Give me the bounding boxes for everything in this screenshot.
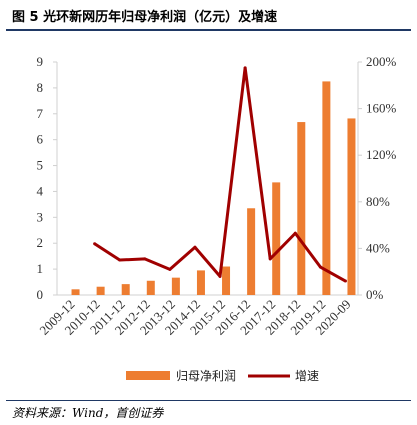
bar (272, 182, 281, 295)
growth-point (293, 231, 297, 235)
growth-point (268, 257, 272, 261)
bar (96, 286, 105, 295)
growth-point (93, 242, 97, 246)
growth-point (243, 66, 247, 70)
bar (121, 284, 130, 295)
y-right-tick-label: 80% (366, 194, 390, 209)
growth-point (218, 274, 222, 278)
bar (347, 118, 356, 295)
bar (247, 208, 256, 295)
bar (222, 266, 231, 295)
y-left-tick-label: 2 (37, 235, 44, 250)
bar (196, 270, 205, 295)
source-note: 资料来源：Wind，首创证券 (12, 406, 164, 420)
chart-title: 图 5 光环新网历年归母净利润（亿元）及增速 (12, 10, 278, 25)
title-rule (6, 29, 411, 31)
y-left-tick-label: 6 (37, 132, 44, 147)
y-left-tick-label: 4 (37, 183, 44, 198)
growth-point (343, 279, 347, 283)
growth-point (118, 258, 122, 262)
bar (322, 81, 331, 296)
bar (71, 289, 80, 295)
growth-point (143, 257, 147, 261)
legend-bar-swatch (126, 371, 170, 380)
y-left-tick-label: 0 (37, 287, 44, 302)
bar (146, 280, 155, 295)
growth-point (318, 265, 322, 269)
y-left-tick-label: 8 (37, 80, 44, 95)
bar (171, 277, 180, 295)
y-right-tick-label: 40% (366, 240, 390, 255)
y-right-tick-label: 120% (366, 147, 397, 162)
growth-point (193, 245, 197, 249)
y-left-tick-label: 3 (37, 209, 44, 224)
bar (297, 122, 306, 295)
legend-line-label: 增速 (295, 369, 319, 383)
legend-bar-label: 归母净利润 (176, 369, 236, 383)
y-left-tick-label: 5 (37, 158, 44, 173)
y-right-tick-label: 0% (366, 287, 384, 302)
y-left-tick-label: 1 (37, 261, 44, 276)
y-right-tick-label: 160% (366, 101, 397, 116)
y-right-tick-label: 200% (366, 54, 397, 69)
growth-point (168, 267, 172, 271)
source-rule (6, 400, 411, 401)
growth-line (93, 66, 347, 283)
y-left-tick-label: 7 (37, 106, 44, 121)
y-left-tick-label: 9 (37, 54, 44, 69)
